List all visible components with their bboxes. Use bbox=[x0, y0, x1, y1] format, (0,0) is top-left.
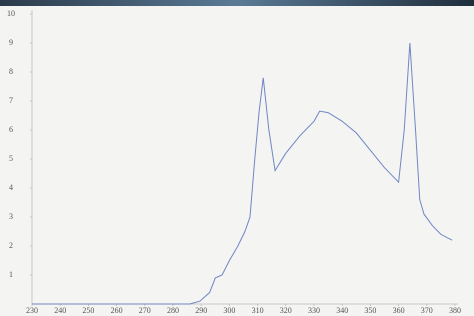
x-tick-label: 230 bbox=[26, 306, 38, 315]
x-tick-label: 270 bbox=[139, 306, 151, 315]
x-tick-label: 250 bbox=[82, 306, 94, 315]
y-tick-label: 2 bbox=[9, 241, 13, 250]
y-tick-label: 8 bbox=[9, 67, 13, 76]
x-tick-label: 260 bbox=[111, 306, 123, 315]
y-tick-label: 5 bbox=[9, 154, 13, 163]
y-tick-label: 1 bbox=[9, 270, 13, 279]
x-tick-label: 350 bbox=[364, 306, 376, 315]
x-tick-label: 310 bbox=[252, 306, 264, 315]
top-banner bbox=[0, 0, 474, 6]
y-tick-label: 10 bbox=[7, 9, 15, 18]
y-tick-label: 3 bbox=[9, 212, 13, 221]
x-tick-label: 370 bbox=[421, 306, 433, 315]
y-tick-label: 7 bbox=[9, 96, 13, 105]
y-tick-label: 6 bbox=[9, 125, 13, 134]
background bbox=[0, 0, 474, 316]
x-tick-label: 340 bbox=[336, 306, 348, 315]
x-tick-label: 380 bbox=[449, 306, 461, 315]
x-tick-label: 300 bbox=[223, 306, 235, 315]
x-tick-label: 240 bbox=[54, 306, 66, 315]
x-tick-label: 360 bbox=[393, 306, 405, 315]
y-tick-label: 4 bbox=[9, 183, 13, 192]
x-tick-label: 280 bbox=[167, 306, 179, 315]
y-tick-label: 9 bbox=[9, 38, 13, 47]
x-tick-label: 320 bbox=[280, 306, 292, 315]
x-tick-label: 330 bbox=[308, 306, 320, 315]
x-tick-label: 290 bbox=[195, 306, 207, 315]
chart: 1 2 3 4 5 6 7 8 9 10 230 240 250 260 270 280 290 300 310 32… bbox=[0, 0, 474, 316]
